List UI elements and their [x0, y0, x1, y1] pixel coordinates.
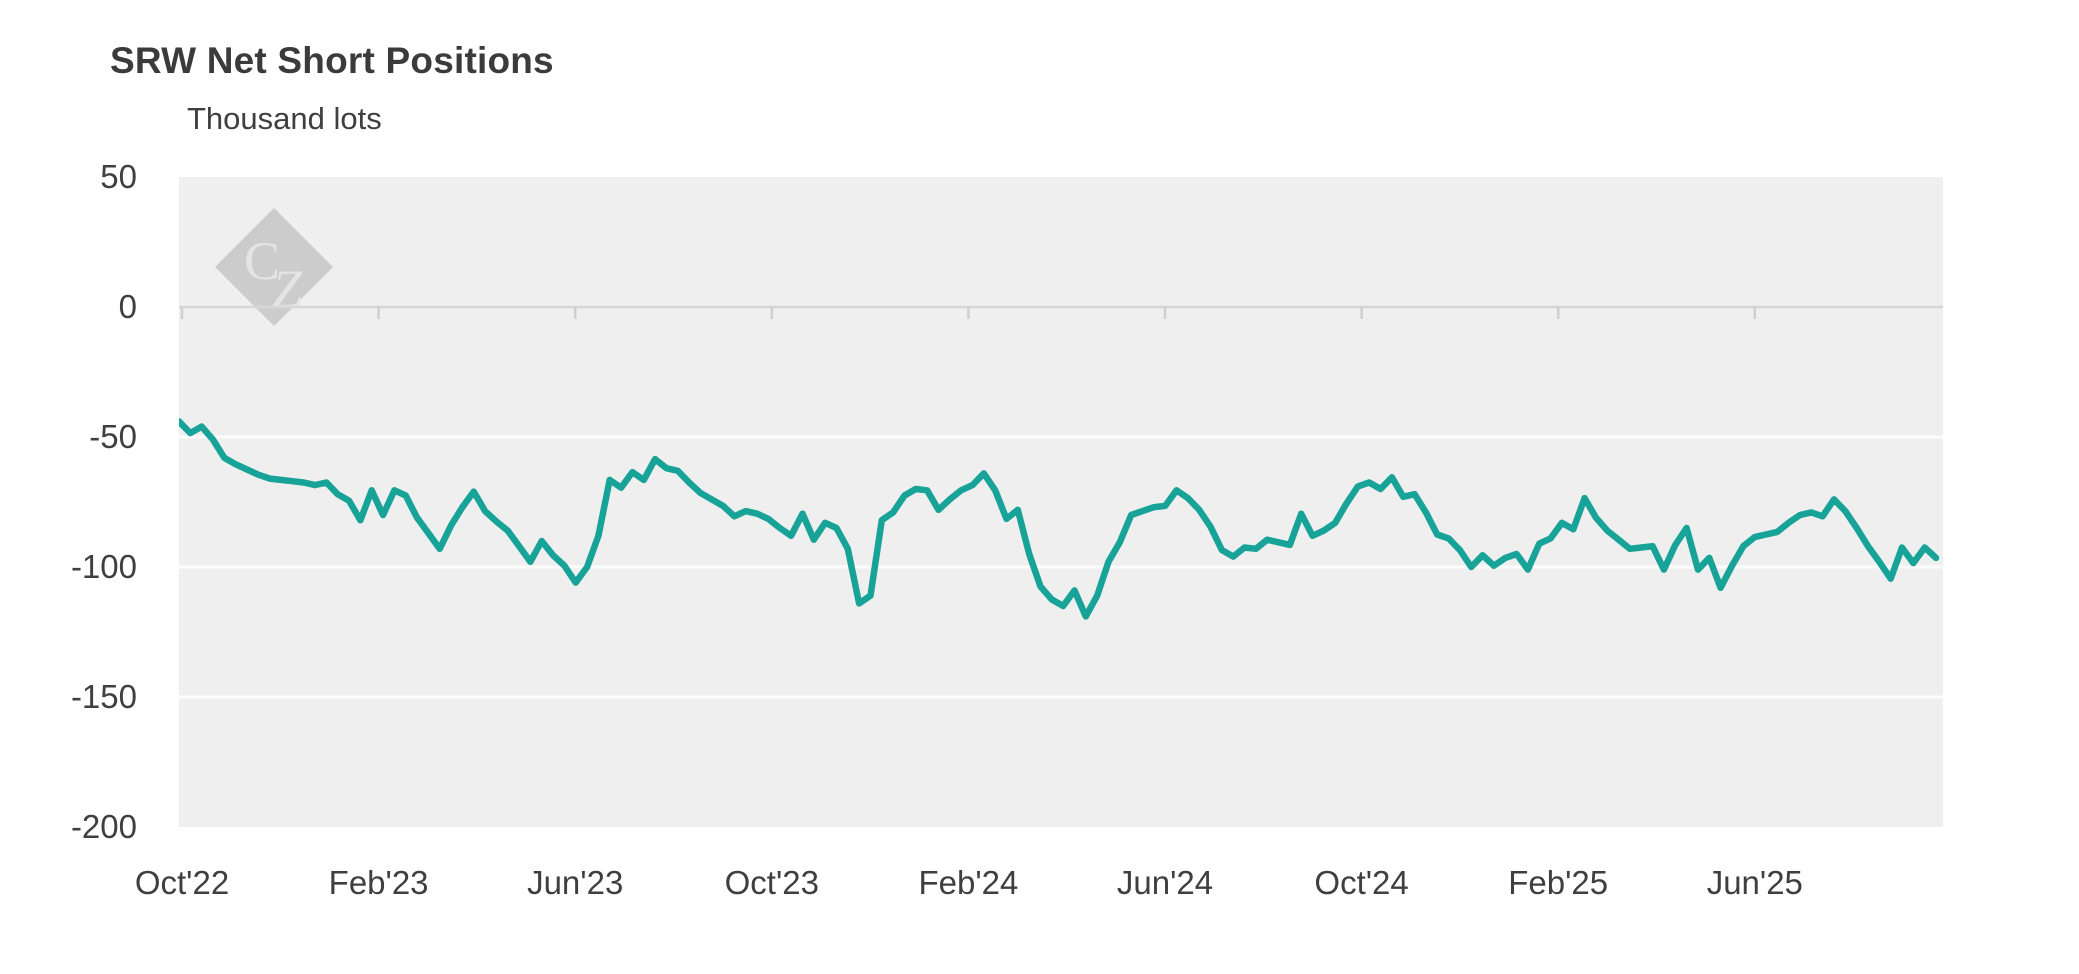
- y-tick-label: 0: [118, 288, 137, 325]
- x-tick-label: Feb'23: [328, 864, 429, 901]
- x-tick-label: Oct'22: [134, 864, 230, 901]
- x-tick-label: Jun'23: [527, 864, 624, 901]
- chart-title: SRW Net Short Positions: [110, 40, 554, 81]
- line-chart-svg: CZ: [179, 208, 1943, 699]
- x-tick-label: Oct'24: [1314, 864, 1409, 901]
- y-tick-label: 50: [100, 158, 137, 195]
- x-tick-label: Feb'24: [918, 864, 1019, 901]
- y-tick-label: -150: [70, 678, 137, 715]
- x-tick-label: Jun'24: [1116, 864, 1214, 901]
- net-short-positions-line: [179, 418, 1940, 620]
- y-tick-label: -50: [89, 418, 137, 455]
- y-tick-label: -200: [70, 808, 137, 845]
- y-tick-label: -100: [70, 548, 137, 585]
- watermark-diamond-icon: [215, 208, 333, 326]
- chart-subtitle: Thousand lots: [187, 101, 382, 136]
- x-tick-label: Oct'23: [724, 864, 819, 901]
- watermark-letter-z: Z: [272, 259, 303, 319]
- watermark-letter-c: C: [244, 231, 280, 291]
- x-tick-label: Jun'25: [1706, 864, 1803, 901]
- x-tick-label: Feb'25: [1508, 864, 1609, 901]
